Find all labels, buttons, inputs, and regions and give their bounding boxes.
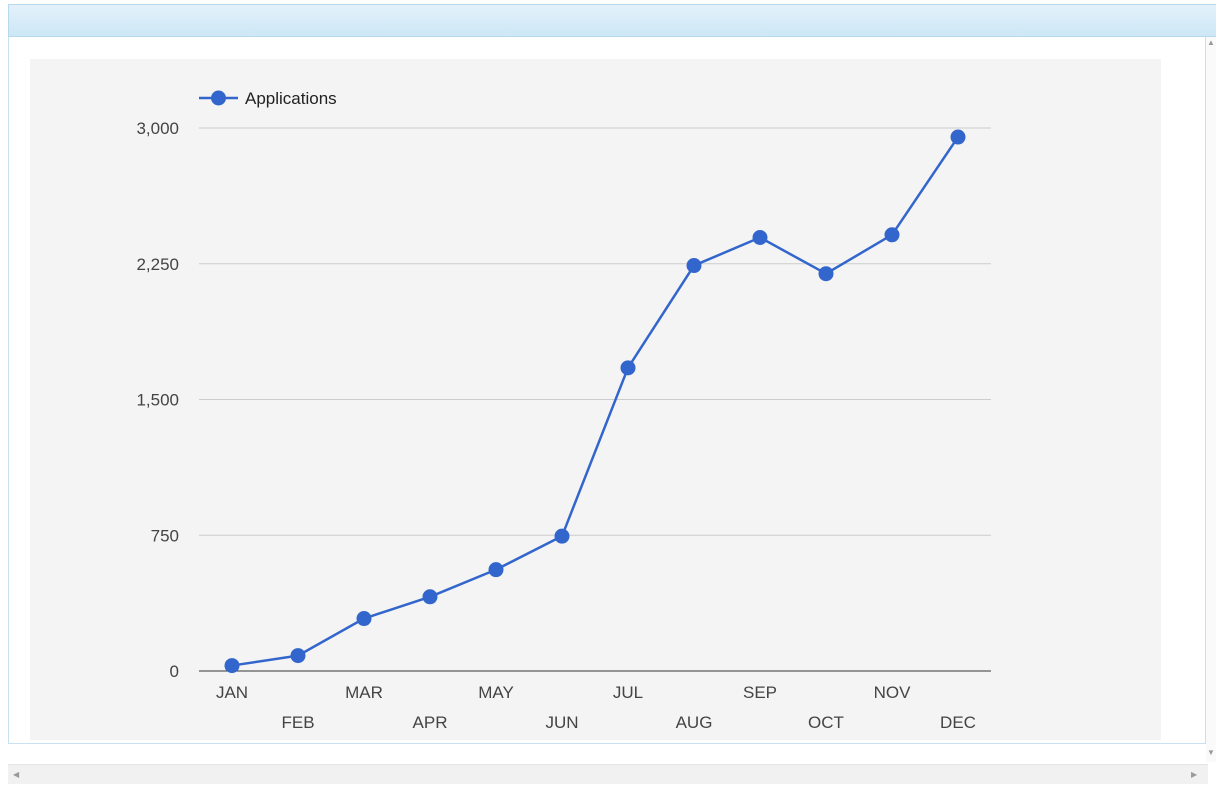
x-tick-label: FEB (281, 713, 314, 732)
y-tick-label: 1,500 (136, 391, 179, 410)
x-tick-label: OCT (808, 713, 844, 732)
data-point[interactable] (950, 129, 966, 145)
data-point[interactable] (290, 648, 306, 664)
x-tick-label: JUN (545, 713, 578, 732)
series-applications (224, 129, 966, 674)
data-point[interactable] (620, 360, 636, 376)
data-point[interactable] (752, 230, 768, 246)
data-point[interactable] (884, 227, 900, 243)
scroll-up-arrow-icon[interactable]: ▲ (1207, 38, 1215, 47)
data-point[interactable] (554, 528, 570, 544)
data-point[interactable] (686, 258, 702, 274)
chart-legend: Applications (199, 89, 337, 108)
y-axis-ticks: 0 750 1,500 2,250 3,000 (136, 119, 179, 681)
x-tick-label: MAR (345, 683, 383, 702)
legend-label: Applications (245, 89, 337, 108)
data-point[interactable] (488, 562, 504, 578)
data-point[interactable] (422, 589, 438, 605)
legend-marker-icon (211, 90, 226, 106)
vertical-scrollbar[interactable]: ▲ ▼ (1206, 37, 1216, 762)
x-tick-label: JUL (613, 683, 643, 702)
series-line (231, 136, 960, 667)
x-tick-label: JAN (216, 683, 248, 702)
scroll-down-arrow-icon[interactable]: ▼ (1207, 748, 1215, 757)
x-tick-label: DEC (940, 713, 976, 732)
y-tick-label: 2,250 (136, 255, 179, 274)
x-tick-label: NOV (874, 683, 912, 702)
y-tick-label: 750 (151, 526, 179, 545)
data-point[interactable] (224, 658, 240, 674)
panel-header (8, 4, 1216, 37)
y-tick-label: 3,000 (136, 119, 179, 138)
scroll-right-arrow-icon[interactable]: ▶ (1191, 770, 1198, 779)
data-point[interactable] (356, 611, 372, 627)
horizontal-scrollbar[interactable]: ◀ ▶ (8, 764, 1208, 784)
y-tick-label: 0 (170, 662, 179, 681)
grid-lines (199, 127, 991, 672)
x-tick-label: SEP (743, 683, 777, 702)
line-chart: 0 750 1,500 2,250 3,000 JAN FEB MAR APR MAY JUN JU… (136, 89, 991, 732)
x-axis-ticks: JAN FEB MAR APR MAY JUN JUL AUG SEP OCT NOV DEC (216, 683, 976, 732)
x-tick-label: AUG (676, 713, 713, 732)
x-tick-label: MAY (478, 683, 514, 702)
x-tick-label: APR (413, 713, 448, 732)
scroll-left-arrow-icon[interactable]: ◀ (13, 770, 20, 779)
data-point[interactable] (818, 266, 834, 282)
chart-area: 0 750 1,500 2,250 3,000 JAN FEB MAR APR MAY JUN JU… (30, 59, 1161, 740)
